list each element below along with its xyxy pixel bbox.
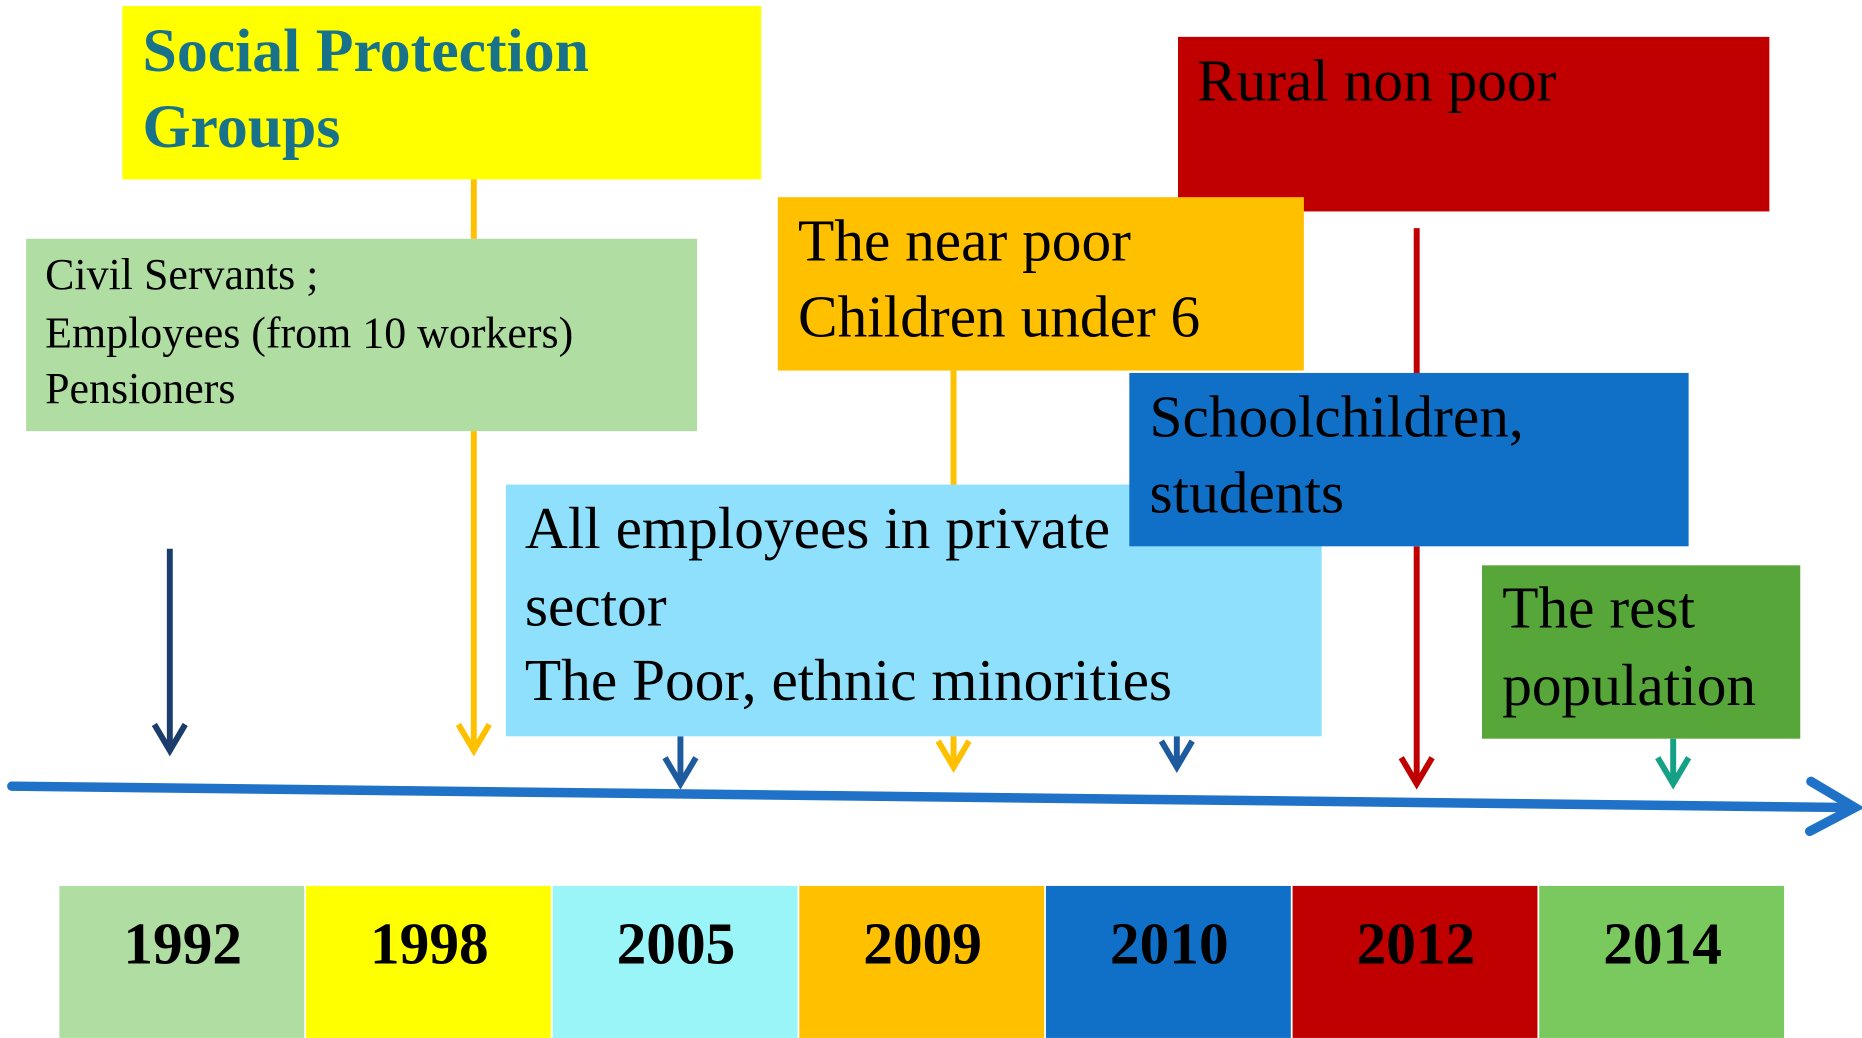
year-label: 2014: [1603, 911, 1722, 977]
group-text: The rest: [1502, 575, 1695, 641]
group-text: Civil Servants ;: [45, 250, 318, 299]
arrows: [151, 179, 1692, 790]
title-line: Social Protection: [143, 17, 589, 85]
group-box: [1129, 372, 1689, 547]
group-text: Employees (from 10 workers): [45, 308, 573, 357]
year-label: 2009: [863, 911, 982, 977]
group-box: [26, 238, 698, 432]
timeline-axis: [7, 776, 1862, 837]
title-box: [122, 6, 762, 180]
title-line: Groups: [143, 93, 341, 161]
group-text: The Poor, ethnic minorities: [525, 647, 1172, 713]
year-box: [306, 885, 551, 1038]
group-text: sector: [525, 572, 667, 638]
year-box: [59, 885, 305, 1038]
group-text: Rural non poor: [1197, 47, 1557, 113]
group-box: [1178, 36, 1770, 212]
group-text: students: [1150, 459, 1345, 525]
group-text: Pensioners: [45, 364, 235, 413]
group-text: Children under 6: [798, 284, 1200, 350]
group-text: Schoolchildren,: [1150, 383, 1524, 449]
group-text: The near poor: [798, 208, 1131, 274]
group-text: All employees in private: [525, 495, 1110, 561]
year-box: [552, 885, 798, 1038]
year-box: [799, 885, 1045, 1038]
year-label: 2010: [1110, 911, 1229, 977]
group-text: population: [1502, 652, 1756, 718]
group-box: [777, 197, 1304, 371]
year-box: [1292, 885, 1538, 1038]
year-label: 1992: [123, 911, 242, 977]
year-label: 1998: [370, 911, 489, 977]
year-box: [1045, 885, 1291, 1038]
group-box: [1482, 565, 1801, 739]
year-row: 1992 1998 2005 2009 2010 2012 2014: [59, 885, 1785, 1038]
year-label: 2005: [617, 911, 736, 977]
year-label: 2012: [1357, 911, 1476, 977]
year-box: [1539, 885, 1785, 1038]
